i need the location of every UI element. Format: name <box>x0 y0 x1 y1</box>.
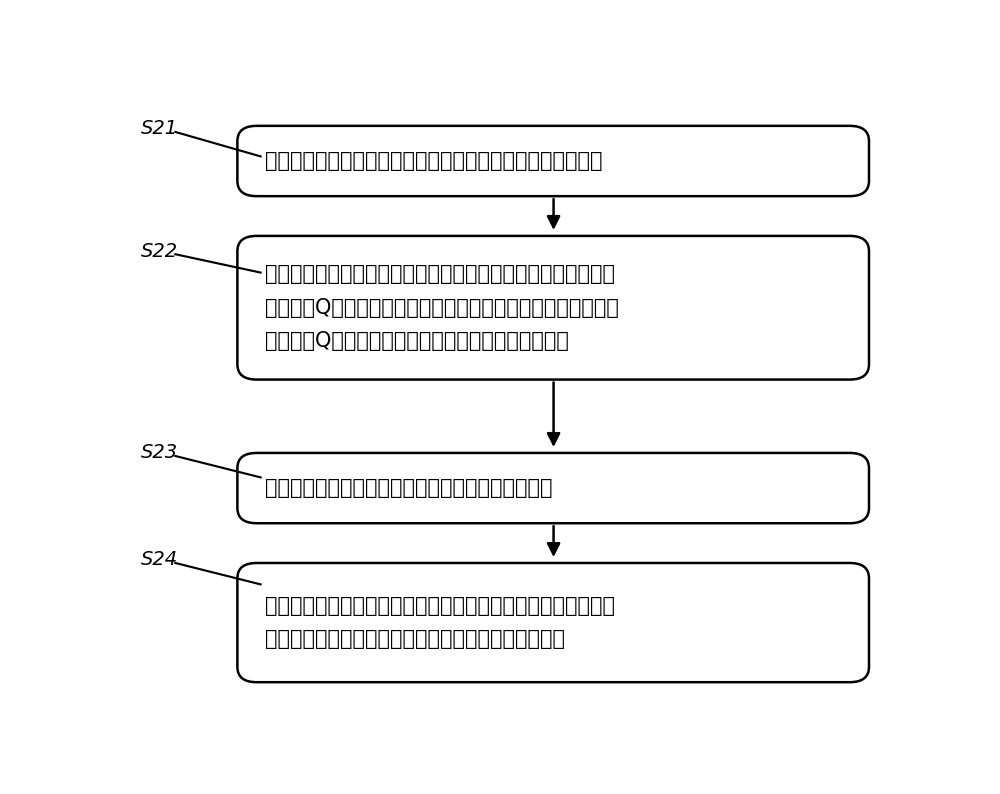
Text: S24: S24 <box>140 550 178 569</box>
Text: 判断第一个点是否属于最后一个数据分块，若属于最后一个数据: 判断第一个点是否属于最后一个数据分块，若属于最后一个数据 <box>264 596 614 616</box>
Text: 计算下一点与第一个数据分块上一点的距离，若距离小于设定的: 计算下一点与第一个数据分块上一点的距离，若距离小于设定的 <box>264 264 614 284</box>
FancyBboxPatch shape <box>237 563 869 682</box>
FancyBboxPatch shape <box>237 236 869 380</box>
Text: S23: S23 <box>140 443 178 462</box>
Text: 分块，则将最后一个数据分块和第一个数据分块合并。: 分块，则将最后一个数据分块和第一个数据分块合并。 <box>264 630 564 649</box>
FancyBboxPatch shape <box>237 126 869 196</box>
Text: 重复上述步骤直到对所有激光数据点完成数据分块；: 重复上述步骤直到对所有激光数据点完成数据分块； <box>264 478 552 498</box>
Text: 动态阈值Q，则判断下一点属于第一个分块；当距离大于设定的: 动态阈值Q，则判断下一点属于第一个分块；当距离大于设定的 <box>264 298 618 318</box>
FancyBboxPatch shape <box>237 453 869 523</box>
Text: 将激光数据点中的第一个点作为第一个数据分块的第一个点；: 将激光数据点中的第一个点作为第一个数据分块的第一个点； <box>264 151 602 171</box>
Text: 动态阈值Q，则将下一点作为新数据分块的第一个点；: 动态阈值Q，则将下一点作为新数据分块的第一个点； <box>264 331 568 352</box>
Text: S22: S22 <box>140 241 178 260</box>
Text: S21: S21 <box>140 119 178 138</box>
